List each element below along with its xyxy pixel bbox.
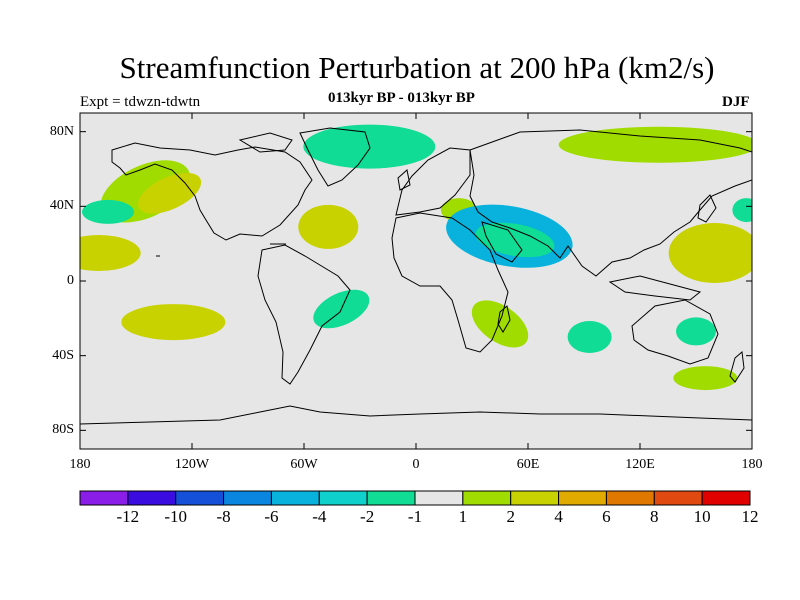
colorbar-label: 12 [741,507,759,526]
lon-label: 120E [625,457,655,472]
coast-madagascar [497,305,511,333]
field-region-15 [673,366,738,391]
field-region-14 [668,223,752,283]
coast-indonesia [608,275,702,301]
field-region-11 [471,300,529,348]
colorbar-label: -6 [264,507,279,526]
colorbar-label: -8 [216,507,231,526]
lat-label: 0 [67,273,74,288]
field-region-4 [121,304,226,341]
coast-arabia [481,221,523,263]
colorbar-swatch [79,490,129,506]
field-region-17 [732,198,752,223]
coast-asia [469,129,752,277]
lat-label: 40N [49,198,74,214]
colorbar-swatch [605,490,655,506]
colorbar-swatch [414,490,464,506]
coastlines [80,127,752,425]
colorbar [79,490,751,506]
colorbar-label: -10 [164,507,188,526]
colorbar-label: 6 [602,507,611,526]
colorbar-swatch [270,490,320,506]
colorbar-label: 1 [458,507,468,526]
colorbar-swatch [558,490,607,506]
field-region-13 [676,317,716,346]
colorbar-swatch [510,490,560,506]
lat-label: 80S [52,422,74,438]
period-subtitle: 013kyr BP - 013kyr BP [328,90,475,106]
coast-japan [697,194,717,223]
colorbar-swatch [223,490,272,506]
lon-label: 0 [412,457,420,472]
colorbar-swatch [318,490,368,506]
season-label: DJF [722,94,750,110]
coast-greenland [299,127,371,187]
field-region-3 [82,199,134,224]
plot-title: Streamfunction Perturbation at 200 hPa (… [119,50,715,85]
lon-label: 60E [516,457,540,472]
experiment-label: Expt = tdwzn-tdwtn [80,94,201,110]
colorbar-label: -2 [360,507,375,526]
shaded-field [80,124,752,391]
colorbar-swatch [175,490,225,506]
colorbar-swatch [462,490,512,506]
colorbar-label: -12 [116,507,140,526]
lat-label: 80N [49,123,74,139]
colorbar-label: -4 [312,507,327,526]
colorbar-swatch [653,490,703,506]
colorbar-swatch [366,490,416,506]
coast-new-zealand [729,351,745,383]
field-region-2 [80,235,141,271]
field-region-12 [567,321,612,353]
axis-ticks [79,113,753,449]
coast-britain [397,169,411,191]
coast-africa [391,212,509,353]
field-region-16 [558,126,752,163]
lon-label: 120W [174,457,210,472]
coast-south-america [257,244,351,385]
colorbar-label: 10 [693,507,711,526]
colorbar-label: -1 [407,507,423,526]
colorbar-label: 2 [506,507,515,526]
colorbar-swatch [127,490,177,506]
colorbar-label: 8 [650,507,659,526]
lat-label: 40S [52,347,74,363]
coast-antarctica [80,405,752,425]
coast-north-america [111,142,313,241]
coast-arctic-islands [238,132,293,153]
colorbar-label: 4 [554,507,563,526]
lon-label: 180 [69,457,91,472]
lon-label: 60W [290,457,318,472]
map-background [80,113,752,449]
colorbar-swatch [701,490,751,506]
field-region-5 [298,204,359,249]
coast-australia [631,299,719,365]
lon-label: 180 [741,457,763,472]
